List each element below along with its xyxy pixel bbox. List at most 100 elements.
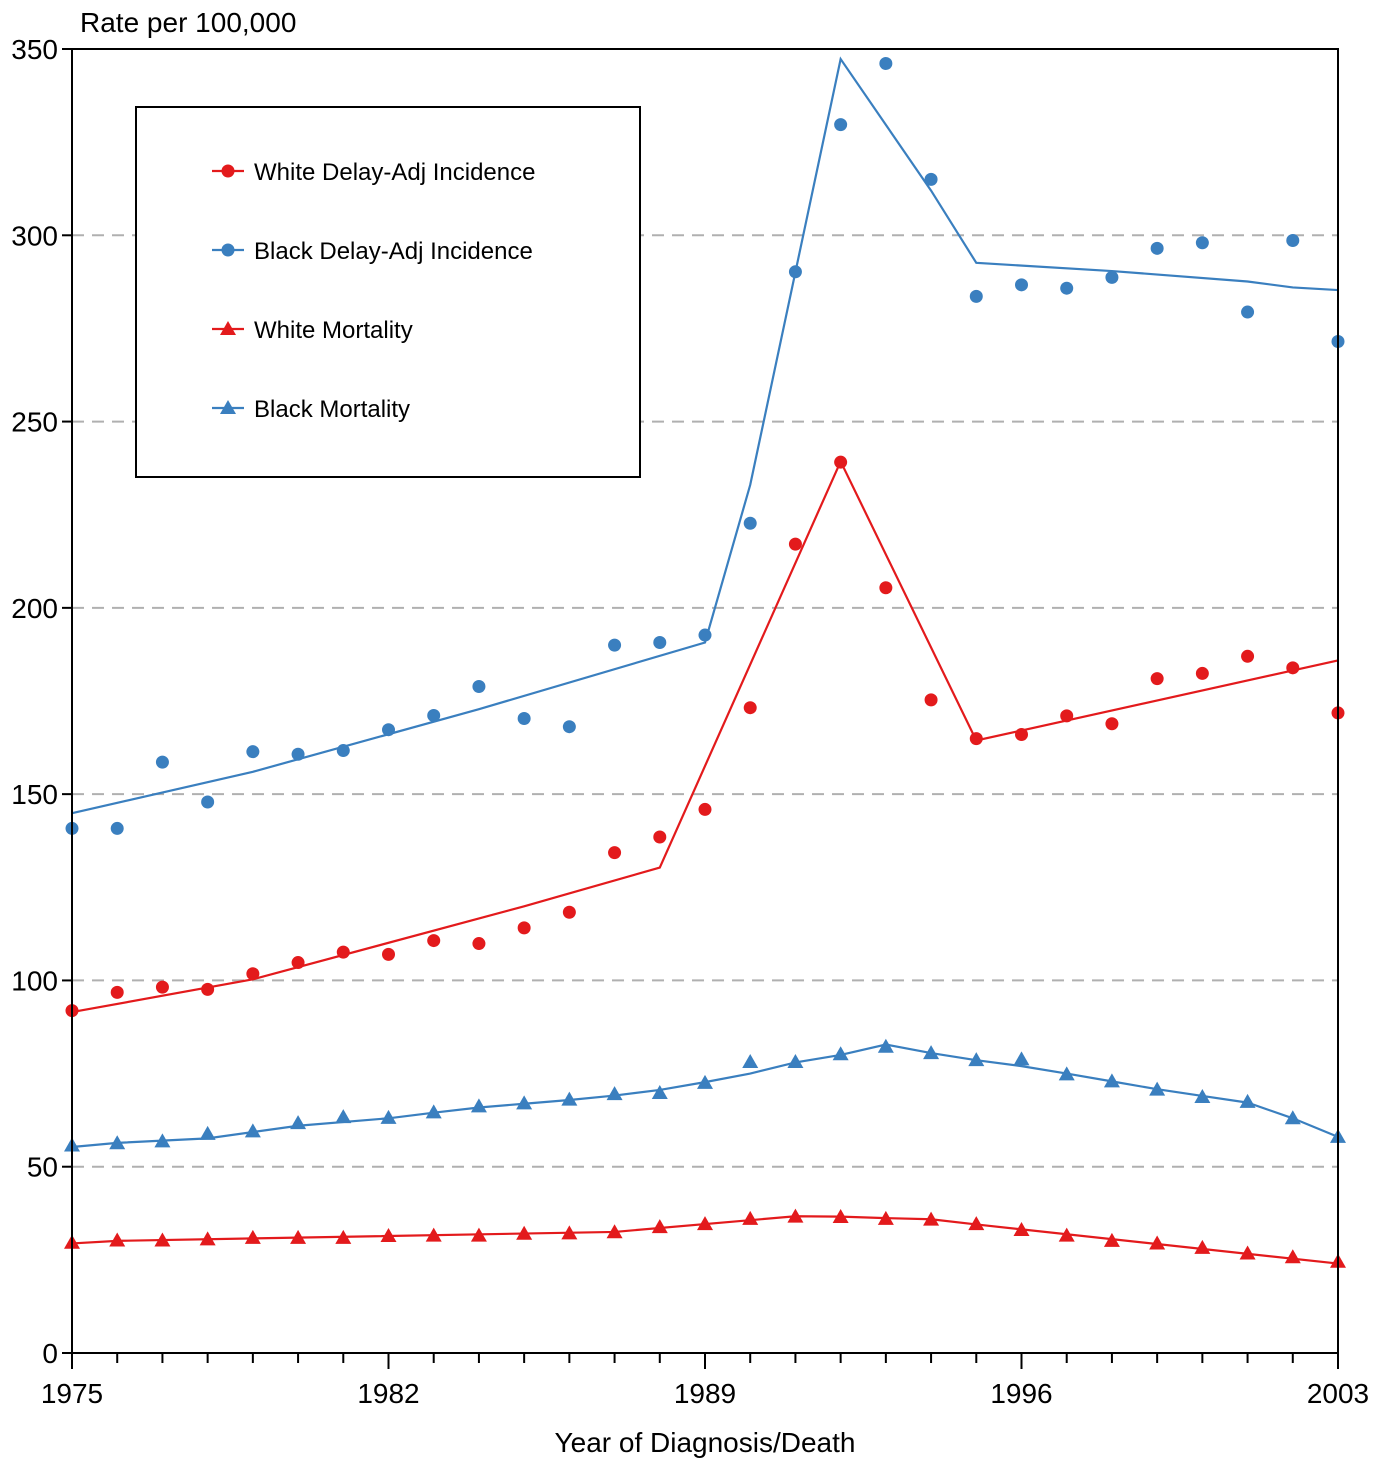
data-point [290, 1229, 307, 1244]
data-point [651, 1084, 668, 1099]
data-point [244, 1123, 261, 1138]
data-point [427, 709, 441, 723]
data-point [608, 846, 622, 860]
data-point [1103, 1073, 1120, 1088]
data-point [743, 516, 757, 530]
data-point [244, 1229, 261, 1244]
legend: White Delay-Adj Incidence Black Delay-Adj… [135, 106, 641, 478]
data-point [470, 1227, 487, 1242]
data-point [1105, 717, 1119, 731]
data-point [877, 1210, 894, 1225]
data-point [1149, 1235, 1166, 1250]
x-tick-label: 2003 [1307, 1378, 1369, 1409]
y-tick-label: 250 [11, 407, 58, 438]
data-point [832, 1209, 849, 1224]
data-point [697, 1216, 713, 1231]
legend-item: Black Mortality [212, 396, 410, 423]
data-point [969, 732, 983, 746]
data-point [1150, 672, 1164, 686]
data-point [561, 1091, 578, 1106]
data-point [1060, 281, 1074, 295]
data-point [1286, 234, 1300, 248]
data-point [698, 802, 712, 816]
legend-item: White Mortality [212, 317, 413, 344]
data-point [154, 1133, 171, 1148]
data-point [1013, 1222, 1030, 1237]
data-point [832, 1046, 849, 1061]
data-point [923, 1045, 940, 1060]
data-point [472, 679, 486, 693]
data-point [562, 720, 576, 734]
series-white-delay-adj-incidence [65, 455, 1345, 1018]
data-point [562, 905, 576, 919]
data-point [1284, 1110, 1301, 1125]
data-point [336, 744, 350, 758]
data-point [788, 537, 802, 551]
data-point [924, 693, 938, 707]
data-point [472, 937, 486, 951]
fitted-trend-line [71, 1043, 1339, 1149]
data-point [1013, 1051, 1030, 1066]
data-point [742, 1210, 759, 1225]
data-point [155, 755, 169, 769]
data-point [335, 1109, 352, 1124]
data-point [968, 1216, 985, 1231]
data-point [1149, 1081, 1166, 1096]
data-point [201, 982, 215, 996]
legend-label: Black Mortality [254, 396, 410, 423]
data-point [109, 1135, 126, 1150]
x-axis-title: Year of Diagnosis/Death [555, 1427, 856, 1458]
legend-triangle-marker [220, 400, 236, 414]
data-point [1239, 1093, 1256, 1108]
series-white-mortality [64, 1208, 1346, 1268]
data-point [1194, 1239, 1211, 1254]
data-point [290, 1115, 307, 1130]
legend-box [135, 106, 641, 478]
data-point [380, 1109, 397, 1124]
data-point [561, 1225, 578, 1240]
data-point [606, 1224, 623, 1239]
data-point [743, 701, 757, 715]
fitted-trend-line [71, 56, 1339, 815]
data-point [879, 57, 893, 71]
data-point [787, 1054, 804, 1069]
data-point [787, 1208, 804, 1223]
y-tick-label: 200 [11, 593, 58, 624]
data-point [425, 1227, 442, 1242]
legend-item: Black Delay-Adj Incidence [212, 238, 533, 265]
legend-circle-marker [221, 243, 235, 257]
data-point [968, 1052, 985, 1067]
data-point [246, 745, 260, 759]
x-tick-label: 1989 [674, 1378, 736, 1409]
data-point [1284, 1249, 1301, 1264]
data-point [246, 967, 260, 981]
data-point [1105, 270, 1119, 284]
data-point [1241, 649, 1255, 663]
data-point [382, 723, 395, 737]
data-point [1286, 661, 1300, 675]
x-tick-label: 1982 [357, 1378, 419, 1409]
series-layer [64, 56, 1346, 1268]
y-tick-label: 150 [11, 779, 58, 810]
y-tick-label: 350 [11, 34, 58, 65]
data-point [969, 289, 983, 303]
data-point [742, 1054, 759, 1069]
data-point [109, 1232, 126, 1247]
data-point [382, 947, 395, 961]
y-axis-title: Rate per 100,000 [80, 7, 296, 38]
data-point [291, 956, 305, 970]
data-point [1015, 278, 1028, 292]
data-point [698, 628, 712, 642]
legend-triangle-marker [220, 321, 236, 335]
data-point [380, 1228, 397, 1243]
data-point [788, 265, 802, 279]
series-black-delay-adj-incidence [65, 56, 1345, 835]
data-point [1015, 728, 1028, 742]
data-point [653, 830, 667, 844]
data-point [201, 795, 215, 809]
data-point [155, 980, 169, 994]
data-point [516, 1225, 533, 1240]
legend-label: White Mortality [254, 317, 413, 344]
data-point [834, 118, 848, 132]
